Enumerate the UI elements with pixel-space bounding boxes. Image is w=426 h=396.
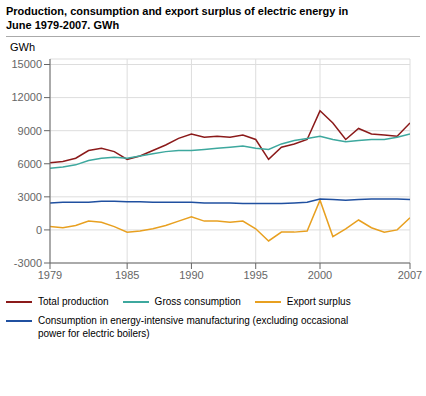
svg-text:2000: 2000 <box>308 269 332 281</box>
html-text:GWh: GWh <box>10 41 36 53</box>
svg-text:1990: 1990 <box>179 269 203 281</box>
html-text:Total production: Total production <box>38 296 109 307</box>
html-text:Production, consumption and ex: Production, consumption and export surpl… <box>6 5 349 31</box>
svg-text:0: 0 <box>36 224 42 236</box>
svg-text:12000: 12000 <box>11 91 42 103</box>
html-text:Gross consumption: Gross consumption <box>154 296 241 307</box>
svg-text:-3000: -3000 <box>14 257 42 269</box>
svg-text:1979: 1979 <box>38 269 62 281</box>
html-text:Export surplus: Export surplus <box>286 296 351 307</box>
html-text:Consumption in energy-intensiv: Consumption in energy-intensive manufact… <box>38 315 349 339</box>
svg-text:1995: 1995 <box>243 269 267 281</box>
svg-text:3000: 3000 <box>18 191 42 203</box>
svg-text:1985: 1985 <box>115 269 139 281</box>
svg-text:9000: 9000 <box>18 125 42 137</box>
svg-text:6000: 6000 <box>18 158 42 170</box>
svg-text:15000: 15000 <box>11 58 42 70</box>
svg-text:2007: 2007 <box>398 269 418 281</box>
